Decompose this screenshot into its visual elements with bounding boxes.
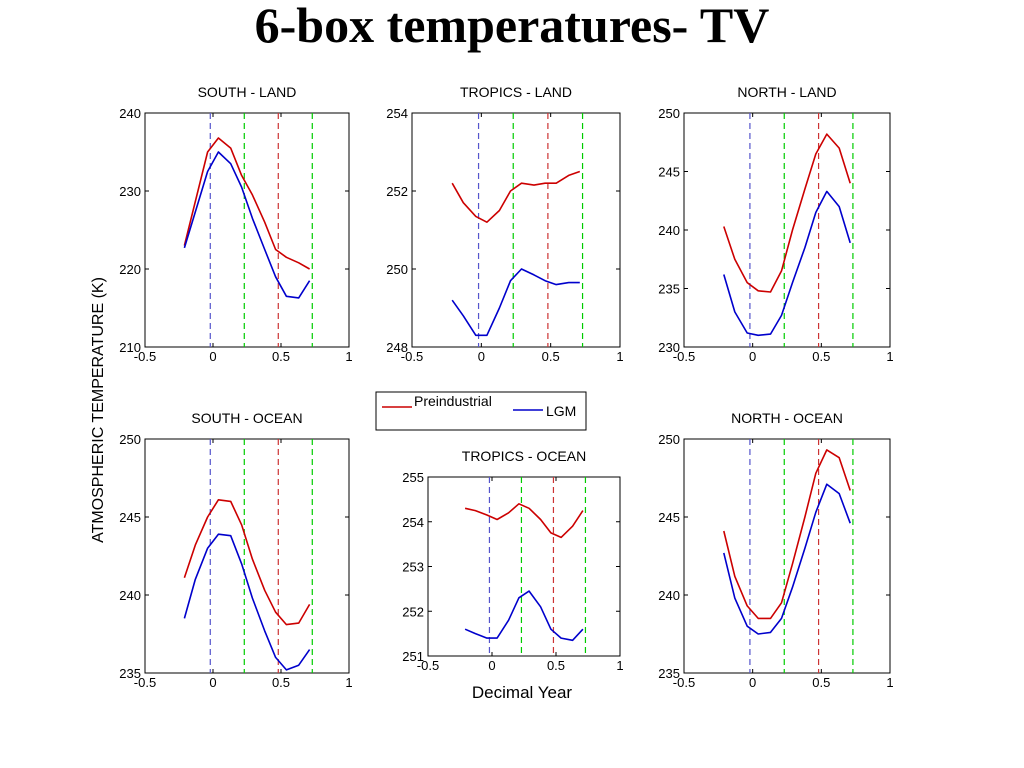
panel-tropics-ocean: TROPICS - OCEAN -0.5 0 0.5 1 251 252 253 254 255: [402, 448, 623, 673]
series-line-lgm: [464, 590, 584, 642]
x-tick-label: 0: [209, 349, 216, 364]
x-tick-label: 1: [345, 349, 352, 364]
panel-north-land: NORTH - LAND -0.5 0 0.5 1 230 235 240 245 250: [658, 84, 893, 364]
plot-frame: [683, 112, 891, 348]
series-line-preindustrial: [723, 133, 851, 293]
legend-box: [375, 391, 587, 431]
x-tick-label: 0: [749, 349, 756, 364]
x-tick-label: -0.5: [673, 675, 695, 690]
plot-frame: [144, 112, 350, 348]
plot-frame: [144, 438, 350, 674]
y-tick-label: 248: [386, 340, 408, 355]
y-tick-label: 251: [402, 649, 424, 664]
y-tick-label: 255: [402, 470, 424, 485]
y-tick-label: 210: [119, 340, 141, 355]
y-tick-label: 240: [119, 588, 141, 603]
panel-title: SOUTH - LAND: [198, 84, 297, 100]
y-tick-label: 220: [119, 262, 141, 277]
series-line-lgm: [183, 533, 311, 671]
series-line-preindustrial: [183, 498, 311, 626]
y-tick-label: 235: [119, 666, 141, 681]
x-tick-label: -0.5: [134, 675, 156, 690]
x-axis-label: Decimal Year: [472, 683, 573, 702]
plot-frame: [683, 438, 891, 674]
y-tick-label: 235: [658, 282, 680, 297]
legend: Preindustrial LGM: [375, 391, 587, 431]
x-tick-label: 0.5: [542, 349, 560, 364]
panel-tropics-land: TROPICS - LAND -0.5 0 0.5 1 248 250 252 254: [386, 84, 623, 364]
legend-label-lgm: LGM: [546, 403, 576, 419]
y-tick-label: 250: [658, 432, 680, 447]
x-tick-label: 0: [749, 675, 756, 690]
panel-title: SOUTH - OCEAN: [191, 410, 302, 426]
y-tick-label: 245: [658, 165, 680, 180]
y-tick-label: 240: [119, 106, 141, 121]
y-tick-label: 230: [658, 340, 680, 355]
plot-frame: [427, 476, 621, 657]
series-line-preindustrial: [451, 170, 581, 223]
series-line-preindustrial: [723, 449, 851, 620]
panel-south-ocean: SOUTH - OCEAN -0.5 0 0.5 1 235 240 245 250: [119, 410, 352, 690]
x-tick-label: 0.5: [547, 658, 565, 673]
y-tick-label: 252: [386, 184, 408, 199]
panel-title: NORTH - OCEAN: [731, 410, 843, 426]
panel-north-ocean: NORTH - OCEAN -0.5 0 0.5 1 235 240 245 250: [658, 410, 893, 690]
y-tick-label: 254: [402, 515, 424, 530]
series-line-preindustrial: [464, 502, 584, 539]
panel-title: TROPICS - OCEAN: [462, 448, 586, 464]
plot-frame: [411, 112, 621, 348]
x-tick-label: 0: [478, 349, 485, 364]
x-tick-label: 0: [488, 658, 495, 673]
x-tick-label: 0: [209, 675, 216, 690]
y-tick-label: 240: [658, 588, 680, 603]
x-tick-label: -0.5: [401, 349, 423, 364]
series-line-preindustrial: [183, 137, 310, 270]
y-tick-label: 250: [386, 262, 408, 277]
series-line-lgm: [183, 151, 311, 299]
x-tick-label: 1: [886, 675, 893, 690]
series-line-lgm: [451, 268, 580, 337]
panel-title: NORTH - LAND: [737, 84, 836, 100]
x-tick-label: 1: [886, 349, 893, 364]
y-tick-label: 245: [658, 510, 680, 525]
panel-title: TROPICS - LAND: [460, 84, 572, 100]
series-line-lgm: [723, 190, 851, 337]
y-tick-label: 240: [658, 223, 680, 238]
x-tick-label: -0.5: [134, 349, 156, 364]
slide-title: 6-box temperatures- TV: [254, 0, 770, 53]
y-tick-label: 245: [119, 510, 141, 525]
y-tick-label: 254: [386, 106, 408, 121]
x-tick-label: 0.5: [812, 349, 830, 364]
y-tick-label: 250: [658, 106, 680, 121]
series-line-lgm: [723, 483, 851, 635]
x-tick-label: 1: [616, 349, 623, 364]
panel-south-land: SOUTH - LAND -0.5 0 0.5 1 210 220 230 240: [119, 84, 352, 364]
y-tick-label: 235: [658, 666, 680, 681]
x-tick-label: 0.5: [272, 349, 290, 364]
y-axis-label: ATMOSPHERIC TEMPERATURE (K): [90, 277, 107, 543]
x-tick-label: -0.5: [673, 349, 695, 364]
y-tick-label: 252: [402, 604, 424, 619]
y-tick-label: 230: [119, 184, 141, 199]
x-tick-label: 1: [345, 675, 352, 690]
legend-label-preindustrial: Preindustrial: [414, 393, 492, 409]
x-tick-label: -0.5: [417, 658, 439, 673]
x-tick-label: 1: [616, 658, 623, 673]
x-tick-label: 0.5: [272, 675, 290, 690]
y-tick-label: 250: [119, 432, 141, 447]
x-tick-label: 0.5: [812, 675, 830, 690]
y-tick-label: 253: [402, 560, 424, 575]
